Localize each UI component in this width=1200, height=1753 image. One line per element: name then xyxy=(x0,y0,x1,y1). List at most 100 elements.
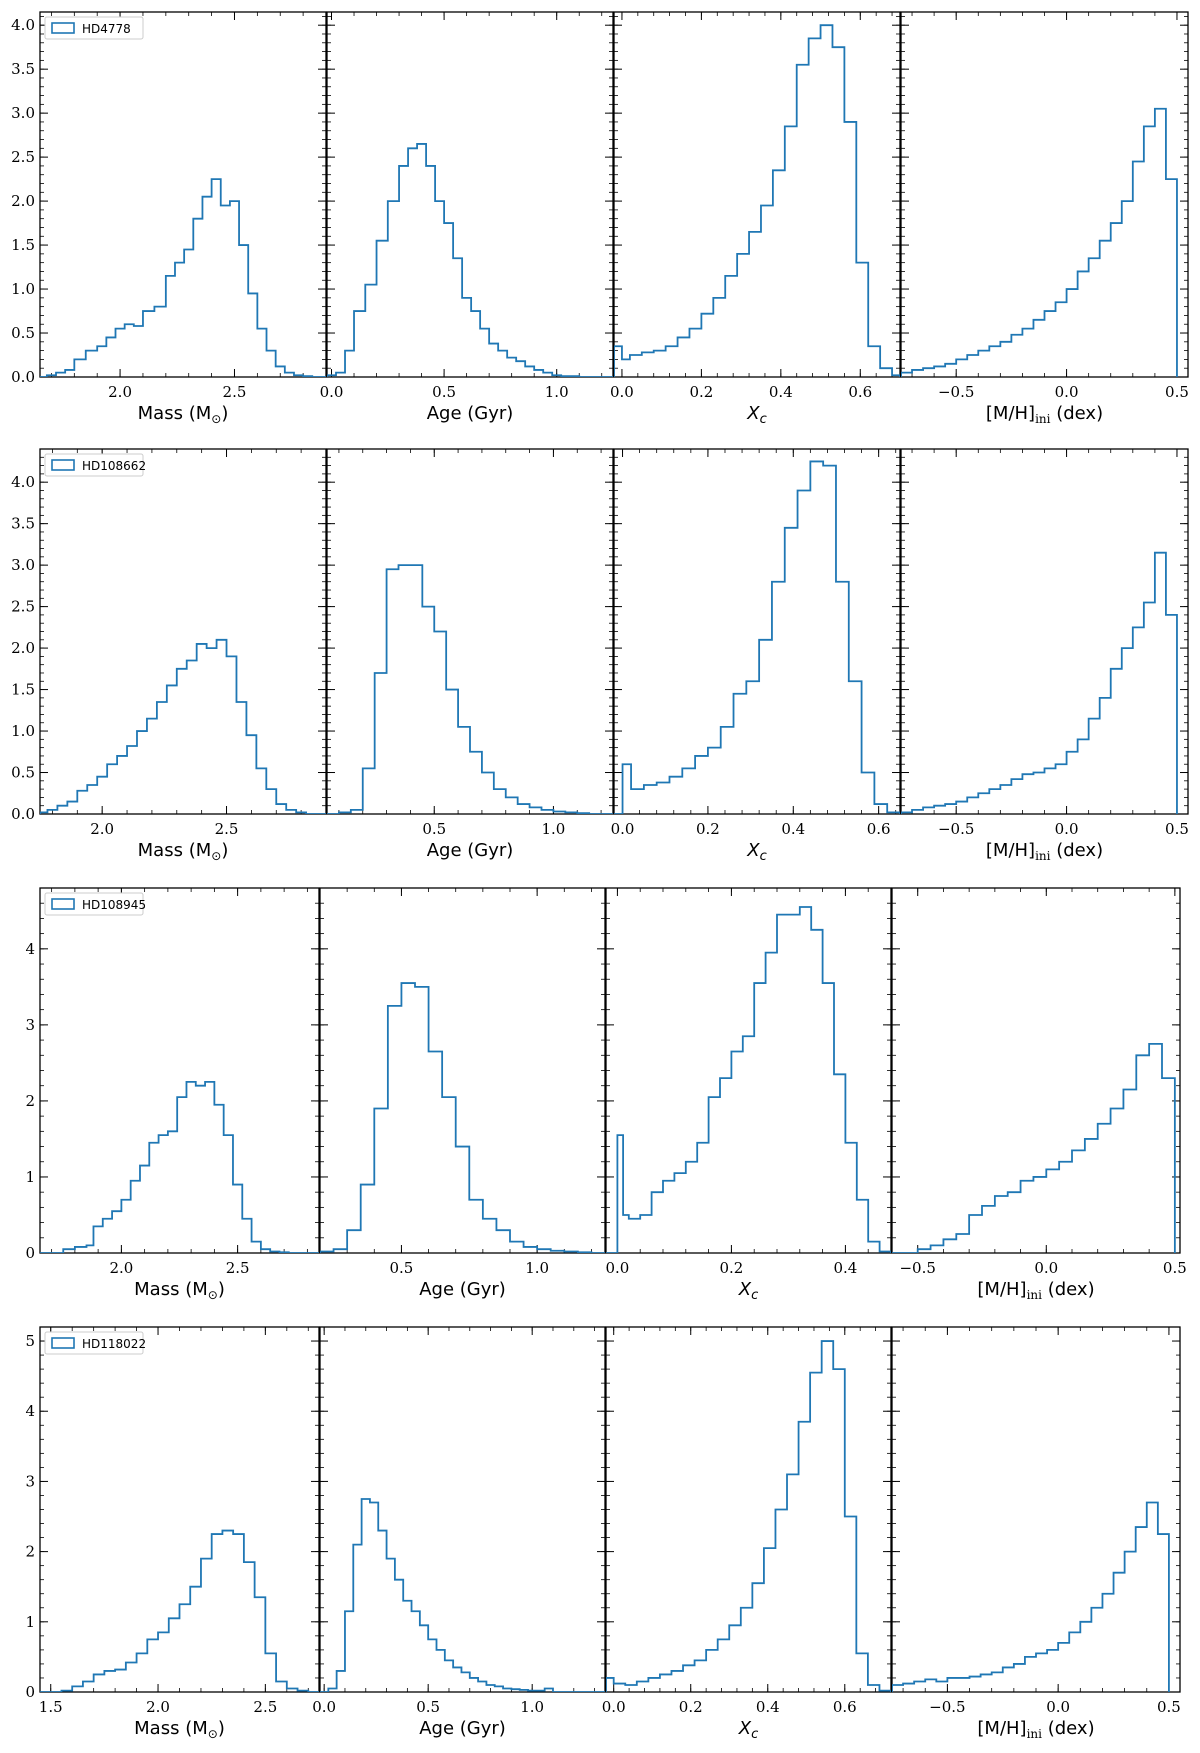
y-tick-label: 0 xyxy=(25,1244,35,1262)
x-tick-label: 1.0 xyxy=(520,1698,544,1716)
x-tick-label: 2.0 xyxy=(109,1259,133,1277)
x-tick-label: 2.0 xyxy=(108,383,132,401)
axes-frame xyxy=(891,1326,1181,1693)
panel-2-1: 0.5 1.0 Age (Gyr) xyxy=(319,887,606,1300)
x-tick-label: 0.2 xyxy=(689,383,713,401)
legend: HD108945 xyxy=(44,892,146,916)
panel-1-1: 0.5 1.0 Age (Gyr) xyxy=(326,448,614,861)
x-tick-label: 2.5 xyxy=(226,1259,250,1277)
legend-swatch xyxy=(51,898,75,910)
y-tick-label: 4.0 xyxy=(11,473,35,491)
x-tick-label: 0.5 xyxy=(1163,1259,1187,1277)
x-axis-label: Xc xyxy=(738,1718,759,1742)
x-tick-label: 2.5 xyxy=(253,1698,277,1716)
x-tick-label: 1.0 xyxy=(525,1259,549,1277)
x-tick-label: 2.5 xyxy=(215,820,239,838)
y-tick-label: 1.5 xyxy=(11,681,35,699)
axes-frame xyxy=(39,11,327,378)
y-tick-label: 5 xyxy=(25,1332,35,1350)
y-tick-label: 2.5 xyxy=(11,598,35,616)
axes-frame xyxy=(39,1326,320,1693)
y-tick-label: 4 xyxy=(25,940,35,958)
histogram-series xyxy=(40,1529,319,1692)
x-axis-label: Xc xyxy=(746,840,767,864)
histogram-series xyxy=(901,551,1178,814)
legend-label: HD108662 xyxy=(82,459,146,473)
x-axis-label: Mass (M⊙) xyxy=(134,1279,225,1302)
y-tick-label: 1.0 xyxy=(11,722,35,740)
axes-frame xyxy=(326,448,614,815)
x-tick-label: 0.0 xyxy=(1034,1259,1058,1277)
y-tick-label: 1 xyxy=(25,1613,35,1631)
x-tick-label: 0.6 xyxy=(867,820,891,838)
x-tick-label: 0.0 xyxy=(1046,1698,1070,1716)
x-tick-label: −0.5 xyxy=(938,383,974,401)
y-tick-label: 4.0 xyxy=(11,16,35,34)
x-tick-label: 0.4 xyxy=(833,1259,857,1277)
y-tick-label: 4 xyxy=(25,1402,35,1420)
panel-3-3: −0.5 0.0 0.5 [M/H]ini (dex) xyxy=(891,1326,1181,1741)
axes-frame xyxy=(613,448,901,815)
panel-3-0: 0 1 2 3 4 5 1.5 2.0 2.5 Mass (M⊙) HD118022 xyxy=(25,1326,320,1741)
x-tick-label: 0.0 xyxy=(312,1698,336,1716)
legend: HD118022 xyxy=(44,1331,146,1355)
axes-frame xyxy=(900,11,1189,378)
x-tick-label: 0.5 xyxy=(1165,383,1189,401)
x-axis-label: [M/H]ini (dex) xyxy=(986,840,1103,863)
panel-0-1: 0.0 0.5 1.0 Age (Gyr) xyxy=(320,11,614,424)
y-tick-label: 3.5 xyxy=(11,60,35,78)
x-tick-label: 0.2 xyxy=(679,1698,703,1716)
x-tick-label: −0.5 xyxy=(938,820,974,838)
legend-label: HD118022 xyxy=(82,1337,146,1351)
y-tick-label: 2 xyxy=(25,1543,35,1561)
legend: HD108662 xyxy=(44,453,146,477)
panel-3-1: 0.0 0.5 1.0 Age (Gyr) xyxy=(312,1326,606,1739)
y-tick-label: 3 xyxy=(25,1016,35,1034)
histogram-series xyxy=(901,107,1178,377)
x-tick-label: −0.5 xyxy=(899,1259,935,1277)
x-axis-label: [M/H]ini (dex) xyxy=(977,1718,1094,1741)
y-tick-label: 2.5 xyxy=(11,148,35,166)
x-axis-label: Mass (M⊙) xyxy=(138,403,229,426)
axes-frame xyxy=(900,448,1189,815)
axes-frame xyxy=(39,887,320,1254)
histogram-series xyxy=(614,24,900,377)
x-axis-label: Age (Gyr) xyxy=(427,403,514,424)
x-tick-label: 0.0 xyxy=(602,1698,626,1716)
y-tick-label: 2.0 xyxy=(11,639,35,657)
y-tick-label: 1.0 xyxy=(11,280,35,298)
axes-frame xyxy=(605,1326,892,1693)
x-tick-label: 0.0 xyxy=(605,1259,629,1277)
x-tick-label: 0.4 xyxy=(756,1698,780,1716)
x-tick-label: 0.4 xyxy=(769,383,793,401)
x-tick-label: 0.6 xyxy=(833,1698,857,1716)
x-tick-label: 0.4 xyxy=(781,820,805,838)
panel-2-3: −0.5 0.0 0.5 [M/H]ini (dex) xyxy=(891,887,1187,1302)
histogram-series xyxy=(320,1498,605,1692)
x-axis-label: Age (Gyr) xyxy=(419,1718,506,1739)
x-axis-label: Age (Gyr) xyxy=(427,840,514,861)
x-tick-label: −0.5 xyxy=(929,1698,965,1716)
x-axis-label: [M/H]ini (dex) xyxy=(977,1279,1094,1302)
y-tick-label: 3 xyxy=(25,1472,35,1490)
y-tick-label: 3.0 xyxy=(11,556,35,574)
y-tick-label: 0.0 xyxy=(11,368,35,386)
x-tick-label: 1.5 xyxy=(39,1698,63,1716)
x-tick-label: 0.2 xyxy=(696,820,720,838)
histogram-series xyxy=(892,1501,1170,1692)
x-axis-label: Xc xyxy=(738,1279,759,1303)
histogram-series xyxy=(606,906,891,1253)
axes-frame xyxy=(319,1326,606,1693)
y-tick-label: 1 xyxy=(25,1168,35,1186)
x-tick-label: 1.0 xyxy=(541,820,565,838)
x-tick-label: 0.0 xyxy=(1055,820,1079,838)
x-tick-label: 2.5 xyxy=(223,383,247,401)
y-tick-label: 2 xyxy=(25,1092,35,1110)
panel-0-3: −0.5 0.0 0.5 [M/H]ini (dex) xyxy=(900,11,1189,426)
axes-frame xyxy=(39,448,327,815)
histogram-series xyxy=(327,143,613,377)
x-axis-label: Mass (M⊙) xyxy=(134,1718,225,1741)
histogram-series xyxy=(606,1340,891,1692)
